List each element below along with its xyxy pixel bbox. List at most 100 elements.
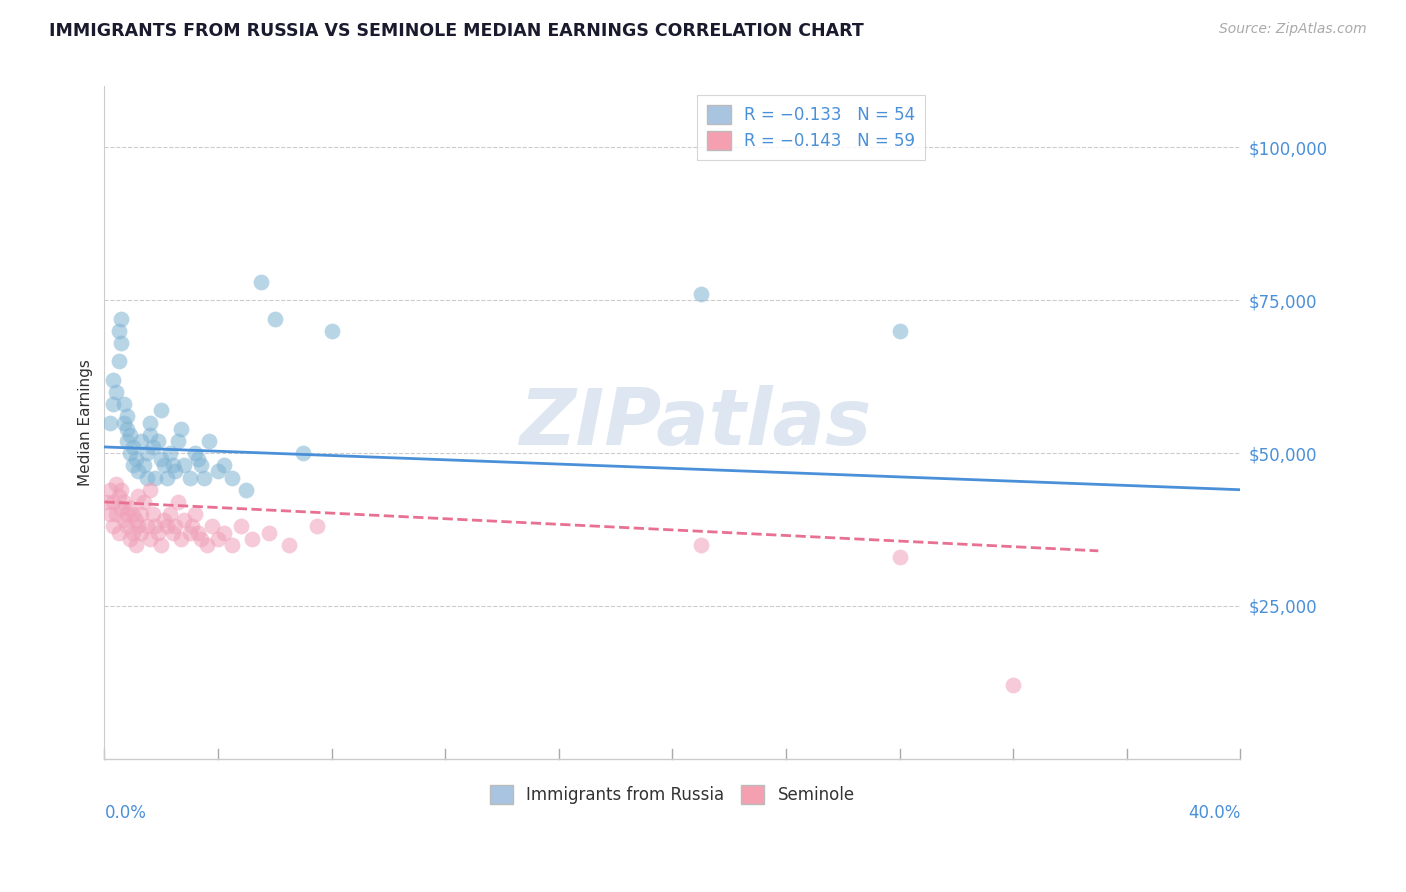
Point — [263, 311, 285, 326]
Point — [98, 416, 121, 430]
Point — [153, 513, 176, 527]
Point — [104, 507, 127, 521]
Point — [145, 519, 167, 533]
Point — [139, 427, 162, 442]
Point — [187, 525, 209, 540]
Point — [689, 287, 711, 301]
Point — [124, 513, 146, 527]
Point — [292, 446, 315, 460]
Point — [118, 501, 141, 516]
Point — [107, 354, 129, 368]
Point — [153, 458, 176, 473]
Point — [101, 519, 124, 533]
Point — [139, 416, 162, 430]
Point — [127, 519, 149, 533]
Point — [142, 440, 165, 454]
Point — [118, 446, 141, 460]
Point — [136, 519, 159, 533]
Point — [129, 507, 152, 521]
Point — [159, 507, 181, 521]
Point — [96, 495, 118, 509]
Point — [115, 422, 138, 436]
Point — [118, 532, 141, 546]
Point — [110, 336, 132, 351]
Point — [184, 507, 207, 521]
Point — [107, 324, 129, 338]
Point — [127, 489, 149, 503]
Point — [98, 483, 121, 497]
Point — [104, 384, 127, 399]
Point — [118, 427, 141, 442]
Point — [121, 440, 143, 454]
Point — [229, 519, 252, 533]
Point — [129, 434, 152, 448]
Point — [184, 446, 207, 460]
Point — [129, 525, 152, 540]
Point — [235, 483, 257, 497]
Point — [134, 458, 156, 473]
Legend: Immigrants from Russia, Seminole: Immigrants from Russia, Seminole — [484, 778, 862, 811]
Point — [115, 507, 138, 521]
Point — [173, 458, 195, 473]
Point — [104, 476, 127, 491]
Point — [321, 324, 343, 338]
Point — [201, 519, 224, 533]
Point — [257, 525, 280, 540]
Point — [136, 470, 159, 484]
Point — [207, 464, 229, 478]
Point — [156, 470, 179, 484]
Text: IMMIGRANTS FROM RUSSIA VS SEMINOLE MEDIAN EARNINGS CORRELATION CHART: IMMIGRANTS FROM RUSSIA VS SEMINOLE MEDIA… — [49, 22, 863, 40]
Point — [101, 397, 124, 411]
Point — [167, 495, 190, 509]
Point — [162, 458, 184, 473]
Point — [240, 532, 263, 546]
Point — [148, 434, 170, 448]
Point — [150, 403, 173, 417]
Point — [190, 458, 212, 473]
Point — [115, 409, 138, 424]
Point — [142, 507, 165, 521]
Point — [110, 483, 132, 497]
Point — [165, 519, 187, 533]
Point — [221, 538, 243, 552]
Point — [98, 507, 121, 521]
Text: ZIPatlas: ZIPatlas — [519, 384, 872, 460]
Point — [121, 458, 143, 473]
Point — [121, 507, 143, 521]
Point — [110, 501, 132, 516]
Point — [115, 434, 138, 448]
Point — [107, 525, 129, 540]
Point — [179, 470, 201, 484]
Point — [112, 397, 135, 411]
Point — [198, 434, 221, 448]
Point — [112, 495, 135, 509]
Point — [193, 470, 215, 484]
Point — [221, 470, 243, 484]
Point — [145, 470, 167, 484]
Point — [112, 416, 135, 430]
Point — [134, 495, 156, 509]
Point — [195, 538, 218, 552]
Point — [170, 532, 193, 546]
Point — [167, 434, 190, 448]
Point — [110, 311, 132, 326]
Point — [173, 513, 195, 527]
Point — [159, 446, 181, 460]
Text: 0.0%: 0.0% — [104, 805, 146, 822]
Point — [307, 519, 329, 533]
Point — [101, 495, 124, 509]
Point — [179, 525, 201, 540]
Point — [207, 532, 229, 546]
Point — [127, 464, 149, 478]
Point — [165, 464, 187, 478]
Point — [889, 324, 911, 338]
Point — [212, 525, 235, 540]
Point — [278, 538, 301, 552]
Y-axis label: Median Earnings: Median Earnings — [79, 359, 93, 486]
Point — [187, 452, 209, 467]
Point — [101, 373, 124, 387]
Point — [212, 458, 235, 473]
Text: Source: ZipAtlas.com: Source: ZipAtlas.com — [1219, 22, 1367, 37]
Point — [156, 519, 179, 533]
Point — [107, 489, 129, 503]
